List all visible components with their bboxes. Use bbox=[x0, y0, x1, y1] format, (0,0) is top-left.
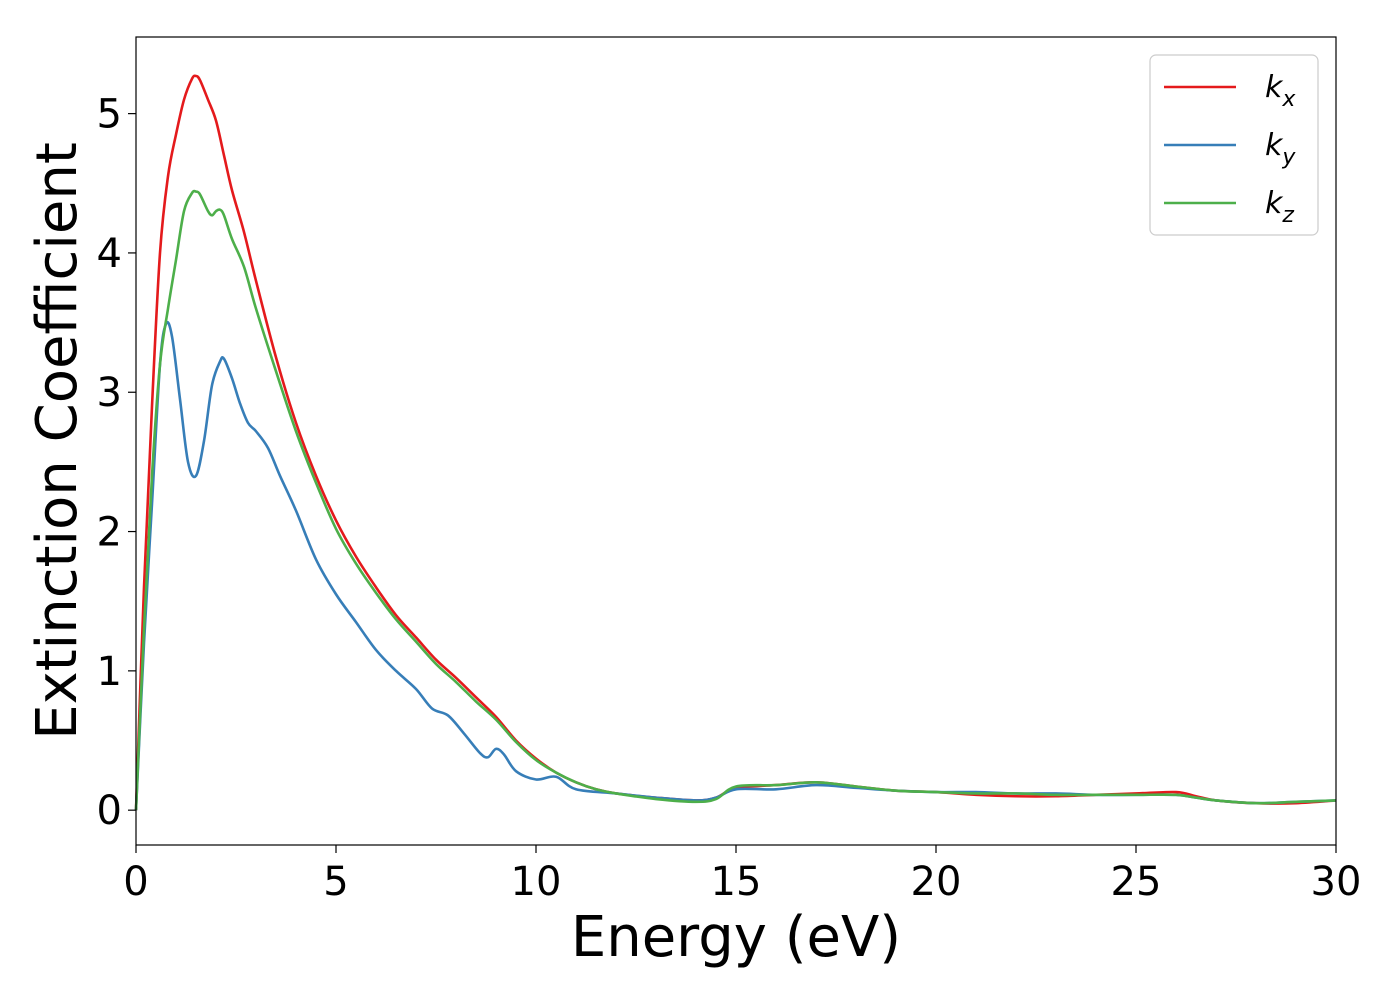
legend-item-z: kz bbox=[1164, 186, 1294, 228]
legend-label-y: ky bbox=[1265, 128, 1296, 170]
y-tick-label: 0 bbox=[97, 788, 122, 834]
y-axis-title: Extinction Coefficient bbox=[25, 142, 90, 740]
x-tick-label: 15 bbox=[711, 859, 762, 905]
y-tick-label: 4 bbox=[97, 231, 122, 277]
x-tick-label: 5 bbox=[323, 859, 348, 905]
legend-label-x: kx bbox=[1265, 70, 1296, 112]
x-tick-label: 0 bbox=[123, 859, 148, 905]
x-axis-title: Energy (eV) bbox=[571, 905, 901, 970]
series-line-x bbox=[134, 74, 1337, 811]
series-line-z bbox=[134, 189, 1337, 811]
x-tick-label: 20 bbox=[911, 859, 962, 905]
y-tick-label: 2 bbox=[97, 510, 122, 556]
legend-item-x: kx bbox=[1164, 70, 1296, 112]
legend-label-z: kz bbox=[1265, 186, 1294, 228]
y-tick-label: 5 bbox=[97, 92, 122, 138]
y-tick-label: 1 bbox=[97, 649, 122, 695]
x-tick-label: 30 bbox=[1311, 859, 1362, 905]
x-tick-label: 25 bbox=[1111, 859, 1162, 905]
x-tick-label: 10 bbox=[511, 859, 562, 905]
series-layer bbox=[134, 74, 1337, 811]
legend-item-y: ky bbox=[1164, 128, 1296, 170]
chart-legend: kx ky kz bbox=[1149, 54, 1319, 236]
y-tick-label: 3 bbox=[97, 370, 122, 416]
y-axis-ticks: 0 1 2 3 4 5 bbox=[97, 92, 136, 834]
series-line-y bbox=[134, 320, 1337, 811]
x-axis-ticks: 0 5 10 15 20 25 30 bbox=[123, 845, 1361, 905]
